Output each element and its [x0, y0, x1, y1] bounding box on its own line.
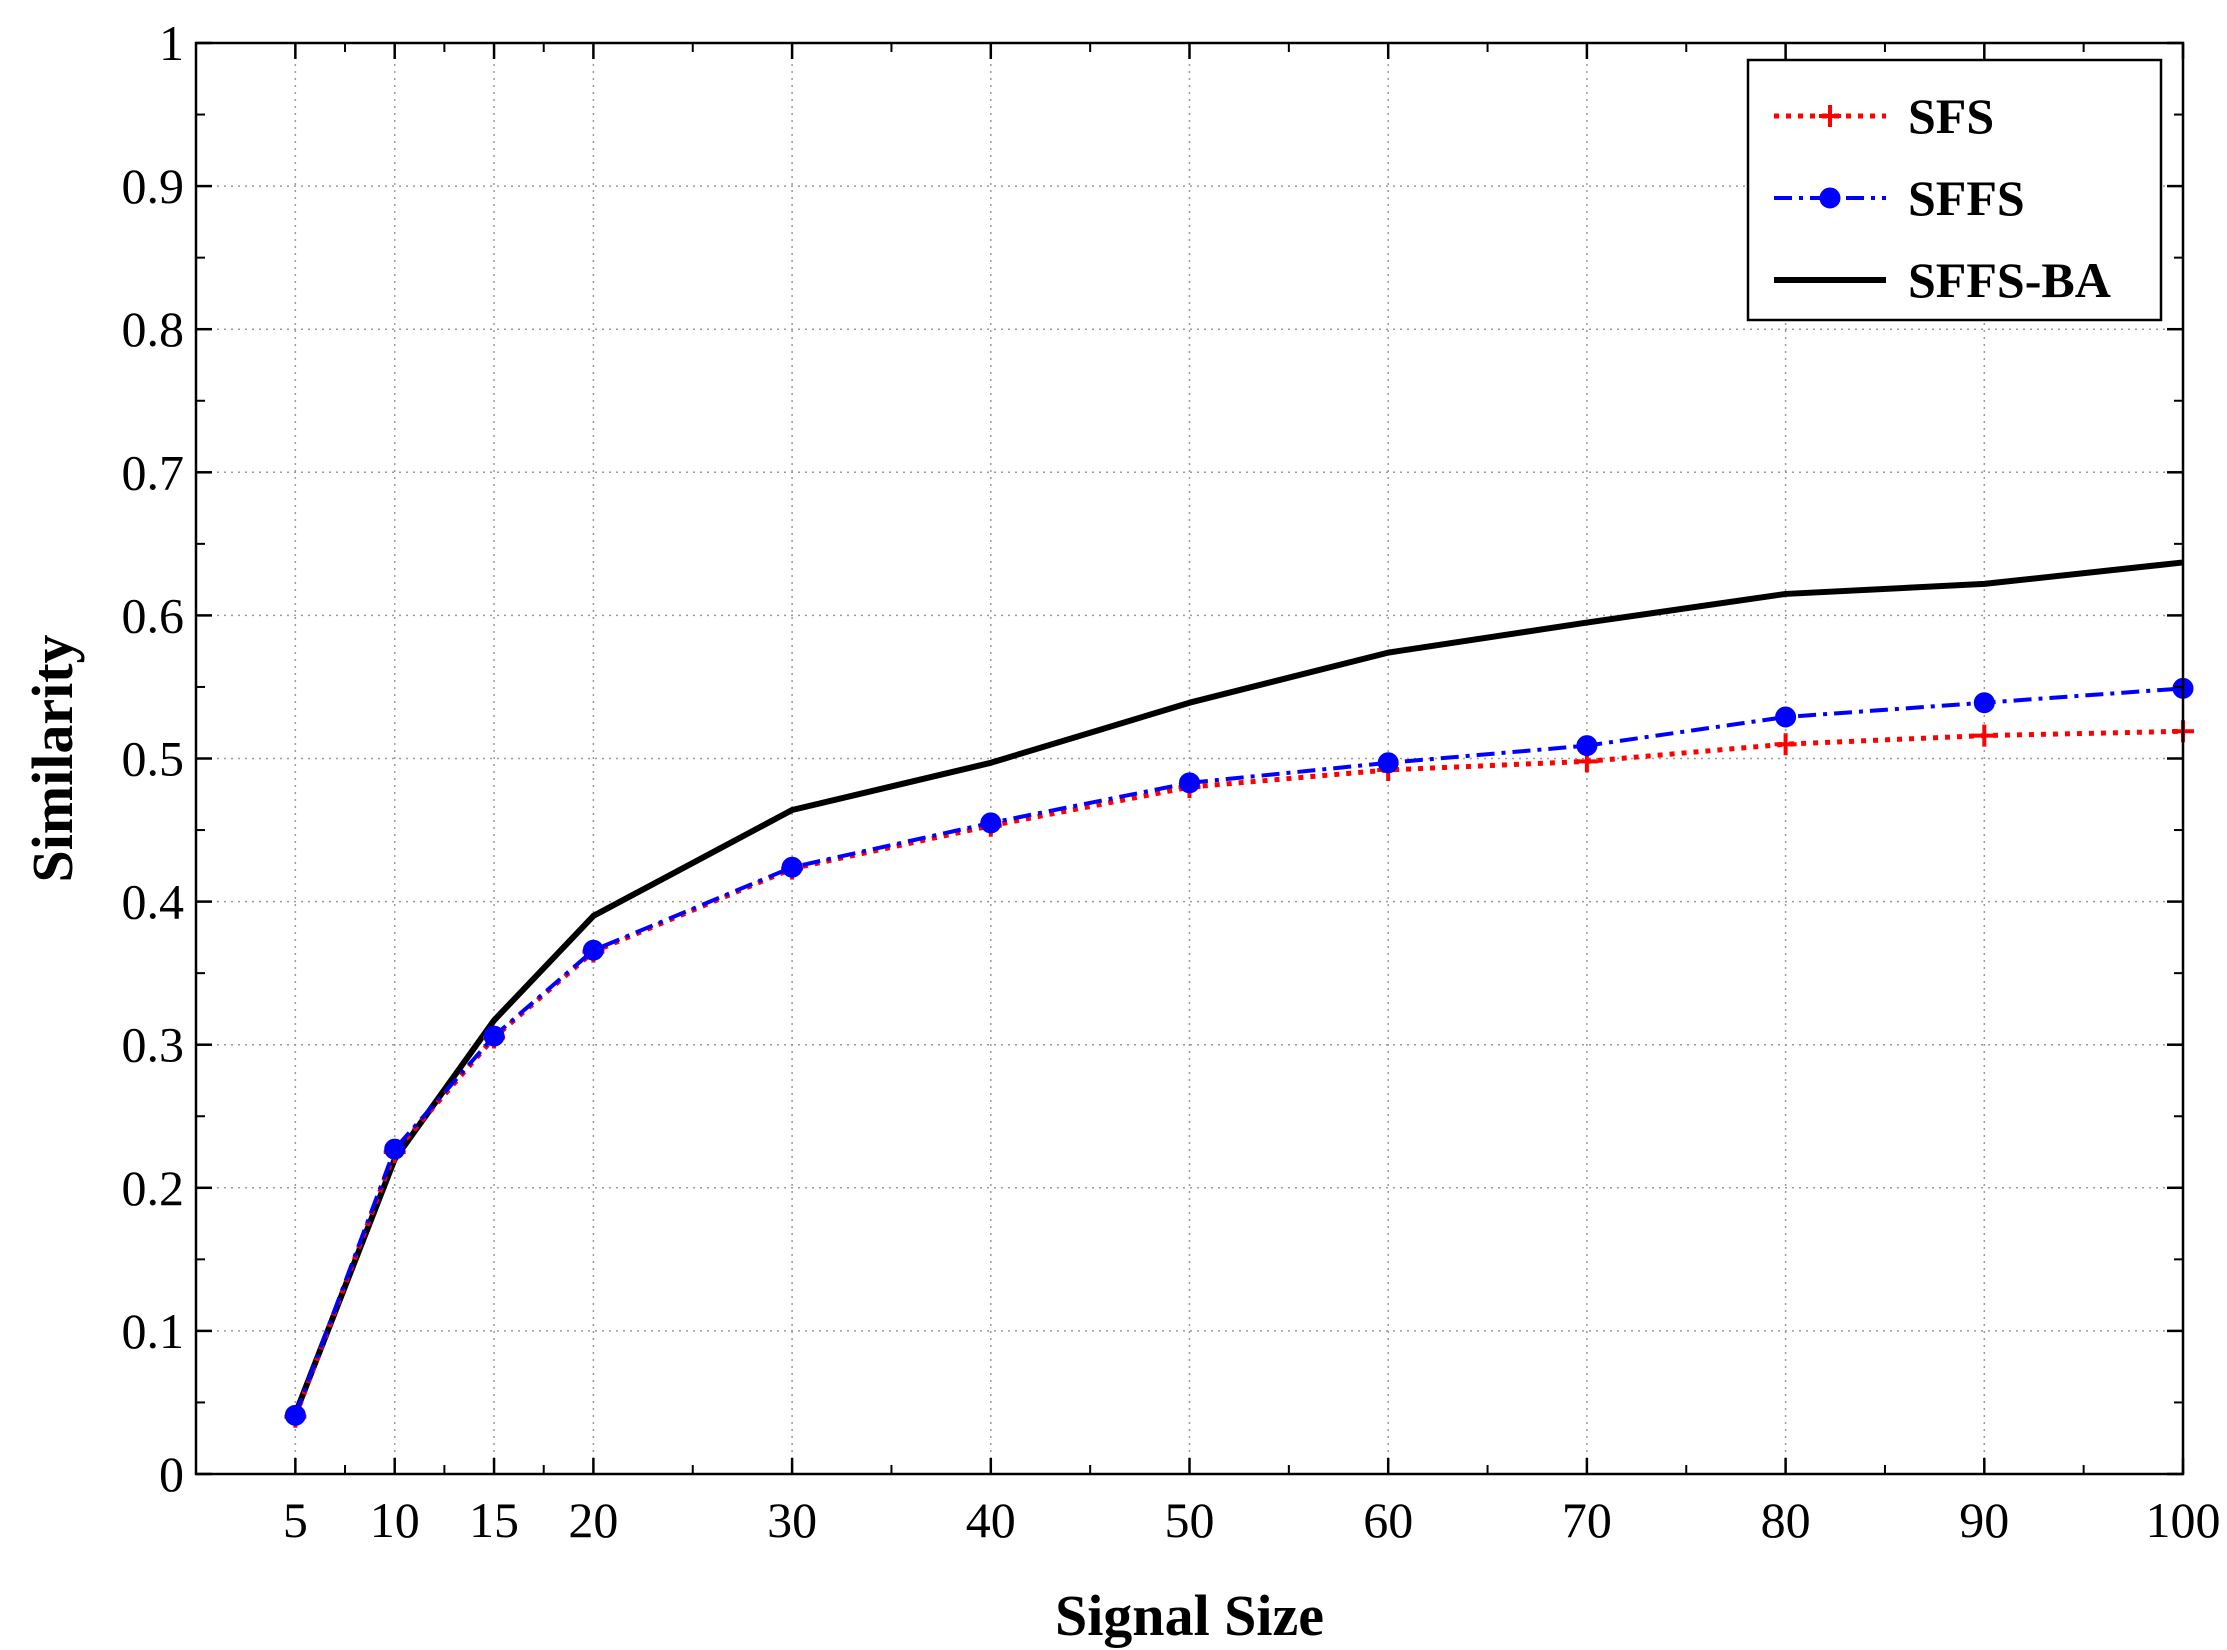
y-axis-title: Similarity [20, 634, 85, 882]
data-point-sffs [1576, 735, 1598, 757]
x-tick-label: 60 [1363, 1492, 1413, 1548]
data-point-sffs [384, 1138, 406, 1160]
series-layer [284, 559, 2194, 1428]
legend-item-sfs: SFS [1774, 88, 1994, 144]
series-line-sffs [293, 686, 2184, 1417]
data-point-sffs [1179, 772, 1200, 794]
series-line-sffs-ba [292, 559, 2184, 1415]
y-tick-label: 0.8 [122, 301, 185, 357]
data-point-sffs [284, 1404, 306, 1426]
axis-ticks [196, 41, 2185, 1476]
x-axis-title: Signal Size [1055, 1583, 1324, 1648]
data-point-sffs [980, 812, 1002, 834]
y-tick-label: 0.6 [122, 587, 185, 643]
legend: SFS SFFS SFFS-BA [1746, 58, 2163, 322]
x-tick-label: 70 [1562, 1492, 1612, 1548]
series-sffs-ba [292, 559, 2184, 1415]
data-point-sffs [1377, 752, 1399, 774]
y-tick-label: 0.5 [122, 731, 185, 787]
x-tick-label: 30 [767, 1492, 817, 1548]
data-point-sffs [1775, 706, 1797, 728]
y-tick-label: 0.4 [122, 874, 185, 930]
y-tick-label: 0 [159, 1446, 184, 1502]
data-point-sffs [483, 1025, 505, 1047]
y-tick-label: 0.2 [122, 1160, 185, 1216]
x-tick-label: 5 [283, 1492, 308, 1548]
data-point-sffs [582, 939, 604, 961]
legend-item-sffs: SFFS [1774, 170, 2025, 226]
data-point-sffs [1973, 692, 1995, 714]
x-tick-label: 20 [568, 1492, 618, 1548]
y-tick-label: 0.9 [122, 158, 185, 214]
y-tick-label: 0.7 [122, 444, 185, 500]
legend-label-sfs: SFS [1908, 88, 1994, 144]
data-point-sfs [1973, 724, 1996, 747]
x-tick-label: 90 [1959, 1492, 2009, 1548]
legend-marker-sfs [1819, 105, 1841, 127]
data-point-sffs [781, 856, 803, 878]
y-tick-label: 1 [159, 15, 184, 71]
tick-labels: 5 10 15 20 30 40 50 60 70 80 90 100 0 0.1 0.2 0.3 0.4 0.5… [122, 15, 2221, 1548]
x-tick-label: 10 [370, 1492, 420, 1548]
legend-box [1746, 58, 2163, 322]
x-tick-label: 100 [2146, 1492, 2221, 1548]
y-tick-label: 0.1 [122, 1303, 185, 1359]
x-tick-label: 40 [966, 1492, 1016, 1548]
legend-label-sffs: SFFS [1908, 170, 2025, 226]
data-point-sfs [1774, 733, 1797, 756]
legend-label-sffs-ba: SFFS-BA [1908, 252, 2111, 308]
x-tick-label: 80 [1761, 1492, 1811, 1548]
legend-item-sffs-ba: SFFS-BA [1774, 252, 2111, 308]
y-tick-label: 0.3 [122, 1017, 185, 1073]
legend-marker-sffs [1819, 187, 1841, 209]
x-tick-label: 50 [1165, 1492, 1215, 1548]
x-tick-label: 15 [469, 1492, 519, 1548]
